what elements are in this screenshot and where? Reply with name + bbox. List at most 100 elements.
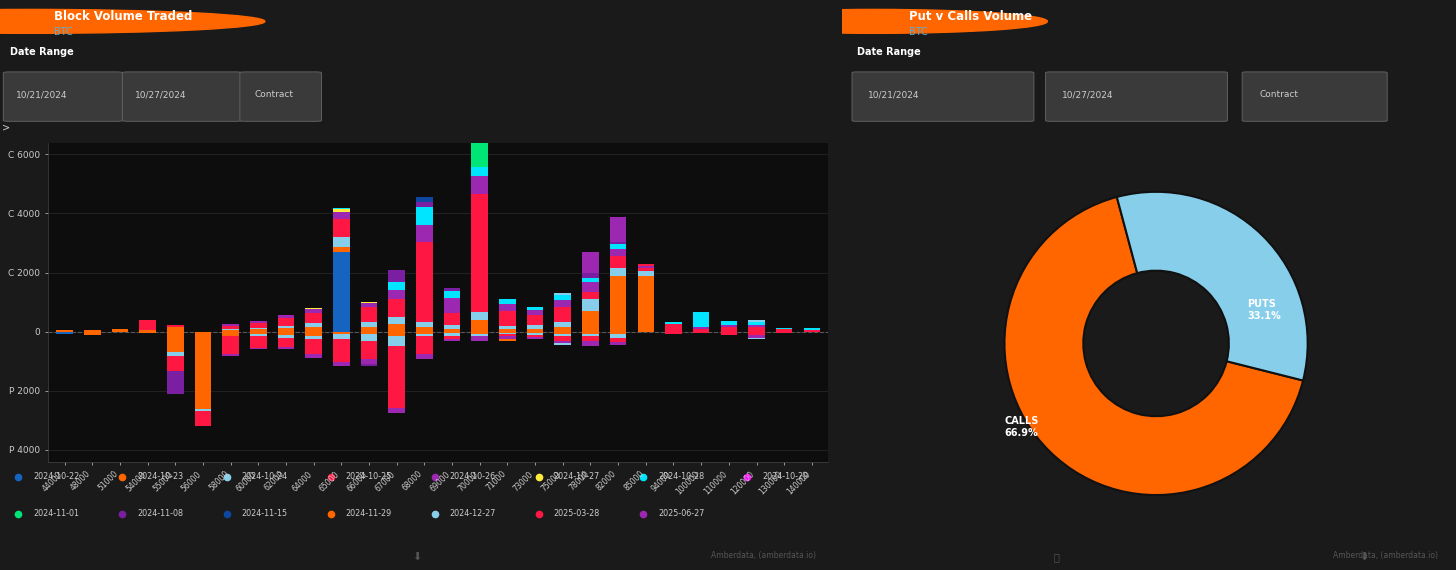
FancyBboxPatch shape [122, 72, 242, 121]
Bar [306, 313, 322, 323]
Bar [555, 336, 571, 341]
Bar [333, 208, 349, 209]
Bar [361, 332, 377, 334]
Bar [306, 308, 322, 310]
Bar [416, 202, 432, 207]
Text: PUTS
33.1%: PUTS 33.1% [1246, 299, 1281, 321]
Bar [361, 307, 377, 322]
Circle shape [703, 9, 1047, 33]
Text: Contract: Contract [1259, 90, 1299, 99]
Text: BTC: BTC [54, 27, 73, 37]
Bar [582, 292, 598, 299]
Bar [693, 327, 709, 329]
Bar [582, 334, 598, 336]
Bar [610, 337, 626, 343]
Bar [472, 194, 488, 312]
Bar [776, 332, 792, 333]
Bar [721, 332, 737, 335]
Bar [610, 332, 626, 334]
Bar [333, 363, 349, 366]
Bar [721, 327, 737, 332]
Bar [499, 339, 515, 341]
Text: 2024-10-22: 2024-10-22 [33, 472, 80, 481]
Bar [582, 282, 598, 292]
Bar [582, 273, 598, 278]
Text: Contract: Contract [255, 90, 294, 99]
Bar [555, 293, 571, 295]
Bar [527, 337, 543, 339]
Bar [195, 411, 211, 426]
Circle shape [0, 9, 265, 33]
Bar [582, 341, 598, 346]
Bar [333, 219, 349, 237]
Bar [472, 332, 488, 334]
Bar [250, 323, 266, 328]
Bar [389, 336, 405, 346]
Text: 📷: 📷 [1054, 552, 1060, 562]
Bar [582, 311, 598, 332]
Bar [167, 352, 183, 356]
Bar [140, 331, 156, 332]
Bar [527, 333, 543, 335]
Bar [361, 303, 377, 307]
Bar [57, 330, 73, 332]
Bar [555, 322, 571, 327]
Bar [527, 311, 543, 315]
Bar [333, 334, 349, 339]
Bar [665, 322, 681, 324]
Text: 2024-12-27: 2024-12-27 [450, 509, 496, 518]
Bar [416, 207, 432, 225]
Bar [693, 312, 709, 327]
Bar [57, 332, 73, 334]
Wedge shape [1005, 197, 1303, 495]
Bar [748, 327, 764, 332]
Bar [278, 315, 294, 319]
Text: 2024-11-01: 2024-11-01 [33, 509, 79, 518]
Bar [527, 335, 543, 337]
Bar [361, 327, 377, 332]
Bar [223, 324, 239, 327]
Bar [748, 322, 764, 324]
Bar [444, 288, 460, 291]
Bar [610, 334, 626, 337]
Bar [804, 328, 820, 331]
Text: 10/21/2024: 10/21/2024 [868, 90, 920, 99]
Bar [472, 96, 488, 111]
Bar [638, 266, 654, 268]
Text: Put v Calls Volume: Put v Calls Volume [909, 10, 1032, 23]
Bar [250, 328, 266, 329]
Bar [389, 271, 405, 282]
Bar [610, 242, 626, 244]
Bar [140, 320, 156, 331]
Text: Amberdata, (amberdata.io): Amberdata, (amberdata.io) [711, 551, 817, 560]
Bar [472, 177, 488, 194]
Bar [278, 325, 294, 328]
Bar [499, 299, 515, 304]
Bar [444, 313, 460, 324]
Bar [610, 244, 626, 249]
Bar [167, 325, 183, 327]
Text: Block Volume Traded: Block Volume Traded [54, 10, 192, 23]
Bar [610, 343, 626, 345]
Bar [555, 327, 571, 332]
Text: 2024-10-25: 2024-10-25 [345, 472, 392, 481]
Text: ⬇: ⬇ [412, 552, 421, 562]
Bar [693, 329, 709, 332]
Text: 2024-10-28: 2024-10-28 [658, 472, 705, 481]
Bar [610, 275, 626, 332]
Bar [804, 331, 820, 332]
Bar [527, 329, 543, 332]
Bar [250, 334, 266, 336]
Bar [416, 334, 432, 336]
Bar [223, 354, 239, 356]
Bar [223, 329, 239, 331]
Bar [361, 341, 377, 359]
Wedge shape [1117, 192, 1307, 381]
Text: 2024-10-24: 2024-10-24 [242, 472, 288, 481]
Bar [84, 330, 100, 332]
Bar [416, 242, 432, 322]
Bar [250, 321, 266, 323]
Bar [555, 295, 571, 300]
Bar [582, 299, 598, 311]
Bar [499, 304, 515, 311]
